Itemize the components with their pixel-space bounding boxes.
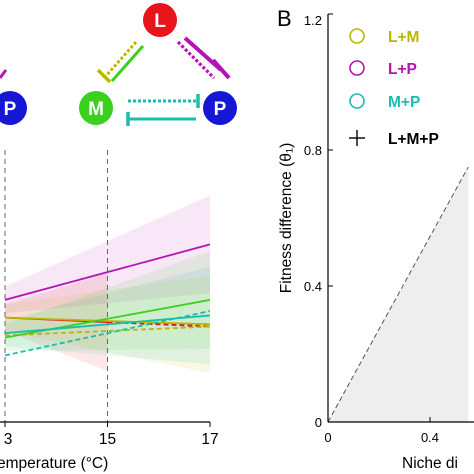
legend-marker-lp	[349, 60, 365, 76]
x-tick-label: 15	[99, 431, 116, 448]
reference-lines	[4, 150, 108, 422]
panel-a-series	[4, 243, 211, 357]
y-tick-label: 0.8	[304, 143, 322, 158]
x-tick-label: 0	[324, 430, 331, 445]
legend-marker-lmp	[349, 130, 365, 146]
series-line	[4, 299, 211, 339]
node-p	[203, 91, 237, 125]
legend-marker-lm	[349, 28, 365, 44]
edge-l-m-bar	[96, 68, 112, 84]
x-tick-label: 3	[4, 431, 13, 448]
node-p-label: P	[214, 99, 227, 120]
panel-b-x-ticks: 0 0.4	[324, 417, 439, 445]
edge-l-m-solid	[110, 45, 145, 82]
x-tick-label: 0.4	[421, 430, 439, 445]
node-p-left	[0, 91, 27, 125]
confidence-band	[5, 195, 210, 314]
confidence-band	[5, 251, 210, 351]
y-tick-label: 0.4	[304, 279, 322, 294]
y-tick-label: 0	[315, 415, 322, 430]
node-l	[143, 3, 177, 37]
panel-a: 3 15 17 emperature (°C) L M P	[0, 3, 237, 472]
panel-b: B 00.40.81.2 0 0.4 Fitness difference (θ₁…	[277, 6, 474, 472]
panel-a-x-ticks: 3 15 17	[4, 422, 219, 448]
edge-l-m-dotted	[103, 41, 138, 78]
interaction-diagram: L M P P	[0, 3, 237, 126]
boundary-line	[327, 166, 469, 423]
series-line	[4, 316, 211, 326]
node-p-left-label: P	[4, 99, 17, 120]
legend-label-lm: L+M	[388, 29, 419, 46]
panel-b-y-ticks: 0 0.4 0.8 1.2	[304, 13, 333, 430]
panel-a-x-label: emperature (°C)	[0, 455, 108, 472]
panel-b-x-label: Niche di	[402, 455, 458, 472]
panel-b-y-label: Fitness difference (θ₁)	[278, 143, 295, 294]
y-tick-label: 1.2	[304, 13, 322, 28]
legend-marker-mp	[349, 93, 365, 109]
legend-label-lmp: L+M+P	[388, 131, 439, 148]
x-tick-label: 17	[201, 431, 218, 448]
legend-label-lp: L+P	[388, 61, 417, 78]
series-line	[4, 314, 211, 335]
edge-left-fragment	[0, 69, 8, 79]
series-line	[4, 310, 211, 357]
node-l-label: L	[154, 11, 166, 32]
edge-l-p-dotted	[176, 40, 216, 80]
series-line	[4, 325, 211, 337]
node-m-label: M	[88, 99, 104, 120]
node-m	[79, 91, 113, 125]
legend: L+M L+P M+P L+M+P	[349, 28, 439, 148]
legend-label-mp: M+P	[388, 94, 420, 111]
panel-b-label: B	[277, 6, 292, 31]
edge-l-p-bar	[211, 58, 231, 80]
series-line	[4, 243, 211, 301]
confidence-band	[5, 273, 108, 371]
